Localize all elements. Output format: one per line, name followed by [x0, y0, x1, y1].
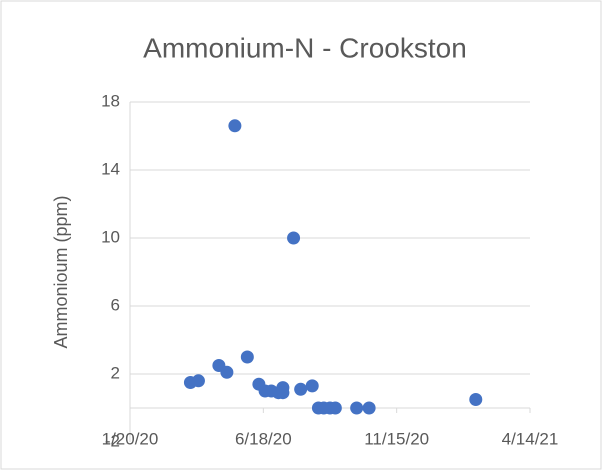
y-tick-label: 2	[111, 363, 120, 382]
point	[276, 386, 290, 400]
point	[191, 374, 205, 388]
y-tick-label: 10	[101, 227, 120, 246]
x-tick-label: 4/14/21	[502, 429, 559, 448]
x-tick-label: 11/15/20	[364, 429, 429, 448]
y-axis-label: Ammonioum (ppm)	[51, 195, 71, 348]
x-tick-label: 6/18/20	[235, 429, 292, 448]
point	[220, 365, 234, 379]
y-tick-label: 6	[111, 295, 120, 314]
point	[305, 379, 319, 393]
y-tick-label: 14	[101, 159, 120, 178]
point	[240, 350, 254, 364]
point	[469, 393, 483, 406]
point	[294, 382, 308, 396]
point	[228, 119, 242, 133]
point	[362, 401, 376, 415]
chart-title: Ammonium-N - Crookston	[143, 32, 467, 63]
point	[350, 401, 364, 415]
x-tick-label: 1/20/20	[102, 429, 159, 448]
y-tick-label: 18	[101, 91, 120, 110]
point	[328, 401, 342, 415]
y-tick-label: -2	[105, 431, 120, 450]
point	[287, 231, 301, 245]
